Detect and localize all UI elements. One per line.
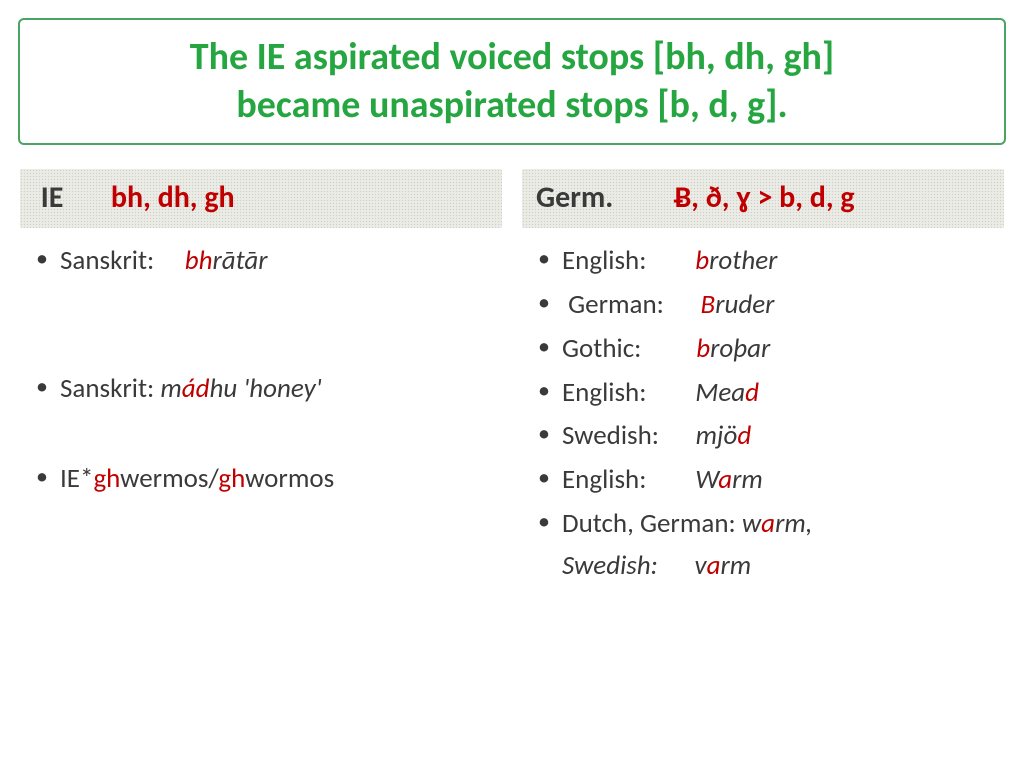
item-language: Sanskrit:	[60, 244, 185, 277]
item-language: English:	[562, 244, 695, 277]
title-line-2: became unaspirated stops [b, d, g].	[40, 82, 984, 130]
item-post: roþar	[710, 332, 770, 365]
right-header-mid: Ƀ, ð, ɣ >	[674, 179, 779, 216]
item-pre: Mea	[695, 376, 745, 409]
item-pre: W	[695, 463, 718, 496]
item-language: Sanskrit:	[60, 372, 160, 405]
left-item-list: Sanskrit: bhrātārSanskrit: mádhu 'honey'…	[20, 228, 502, 500]
item-highlight: a	[718, 463, 732, 496]
item-highlight: b	[696, 332, 710, 365]
item-highlight2: a	[707, 549, 721, 582]
item-post2: rm	[720, 549, 751, 582]
content-columns: IE bh, dh, gh Sanskrit: bhrātārSanskrit:…	[14, 169, 1010, 589]
left-header-highlight: bh, dh, gh	[111, 179, 235, 216]
item-pre: m	[160, 372, 181, 405]
list-item: English: Mead	[562, 372, 1004, 414]
item-highlight2: gh	[218, 462, 245, 495]
right-item-list: English: brother German: BruderGothic: b…	[522, 228, 1004, 587]
left-header-prefix: IE	[34, 179, 111, 216]
item-word: brother	[695, 244, 777, 277]
item-language: English:	[562, 376, 695, 409]
list-item: Sanskrit: mádhu 'honey'	[60, 368, 502, 410]
item-highlight: gh	[93, 462, 120, 495]
list-item: Dutch, German: warm, Swedish: varm	[562, 503, 1004, 587]
item-language: German:	[562, 288, 701, 321]
item-word: Warm	[695, 463, 762, 496]
left-column: IE bh, dh, gh Sanskrit: bhrātārSanskrit:…	[20, 169, 502, 589]
item-post: ruder	[715, 288, 774, 321]
item-post: wermos/	[120, 462, 218, 495]
item-word: mádhu 'honey'	[160, 372, 321, 405]
item-pre: mjö	[696, 419, 738, 452]
right-header-prefix: Germ.	[536, 179, 674, 216]
list-item: Sanskrit: bhrātār	[60, 240, 502, 282]
item-language: IE*	[60, 462, 93, 495]
right-column-header: Germ. Ƀ, ð, ɣ > b, d, g	[522, 169, 1004, 228]
item-post2: wormos	[245, 462, 334, 495]
item-highlight: ád	[182, 372, 210, 405]
item-post: rother	[709, 244, 777, 277]
item-highlight: bh	[185, 244, 213, 277]
right-header-highlight: b, d, g	[779, 179, 854, 216]
left-column-header: IE bh, dh, gh	[20, 169, 502, 228]
item-word: mjöd	[696, 419, 752, 452]
item-word: bhrātār	[185, 244, 268, 277]
item-language: Gothic:	[562, 332, 696, 365]
item-post: rātār	[213, 244, 268, 277]
item-word: Mead	[695, 376, 759, 409]
list-item: IE*ghwermos/ghwormos	[60, 458, 502, 500]
right-column: Germ. Ƀ, ð, ɣ > b, d, g English: brother…	[522, 169, 1004, 589]
item-language: Swedish:	[562, 419, 696, 452]
list-item: English: Warm	[562, 459, 1004, 501]
list-item: German: Bruder	[562, 284, 1004, 326]
item-highlight: a	[761, 507, 775, 540]
list-item: Swedish: mjöd	[562, 415, 1004, 457]
item-word: broþar	[696, 332, 770, 365]
list-item: Gothic: broþar	[562, 328, 1004, 370]
item-highlight: B	[701, 288, 716, 321]
item-language: English:	[562, 463, 695, 496]
item-post: rm	[732, 463, 763, 496]
slide-title-box: The IE aspirated voiced stops [bh, dh, g…	[18, 18, 1006, 145]
item-highlight: b	[695, 244, 709, 277]
item-highlight: d	[737, 419, 751, 452]
title-line-1: The IE aspirated voiced stops [bh, dh, g…	[40, 34, 984, 82]
item-word: ghwermos/ghwormos	[93, 462, 334, 495]
list-item: English: brother	[562, 240, 1004, 282]
item-pre2: v	[695, 549, 707, 582]
item-word: Bruder	[701, 288, 775, 321]
item-highlight: d	[745, 376, 759, 409]
item-post: hu 'honey'	[209, 372, 321, 405]
item-pre: w	[742, 507, 761, 540]
item-language: Dutch, German:	[562, 507, 742, 540]
